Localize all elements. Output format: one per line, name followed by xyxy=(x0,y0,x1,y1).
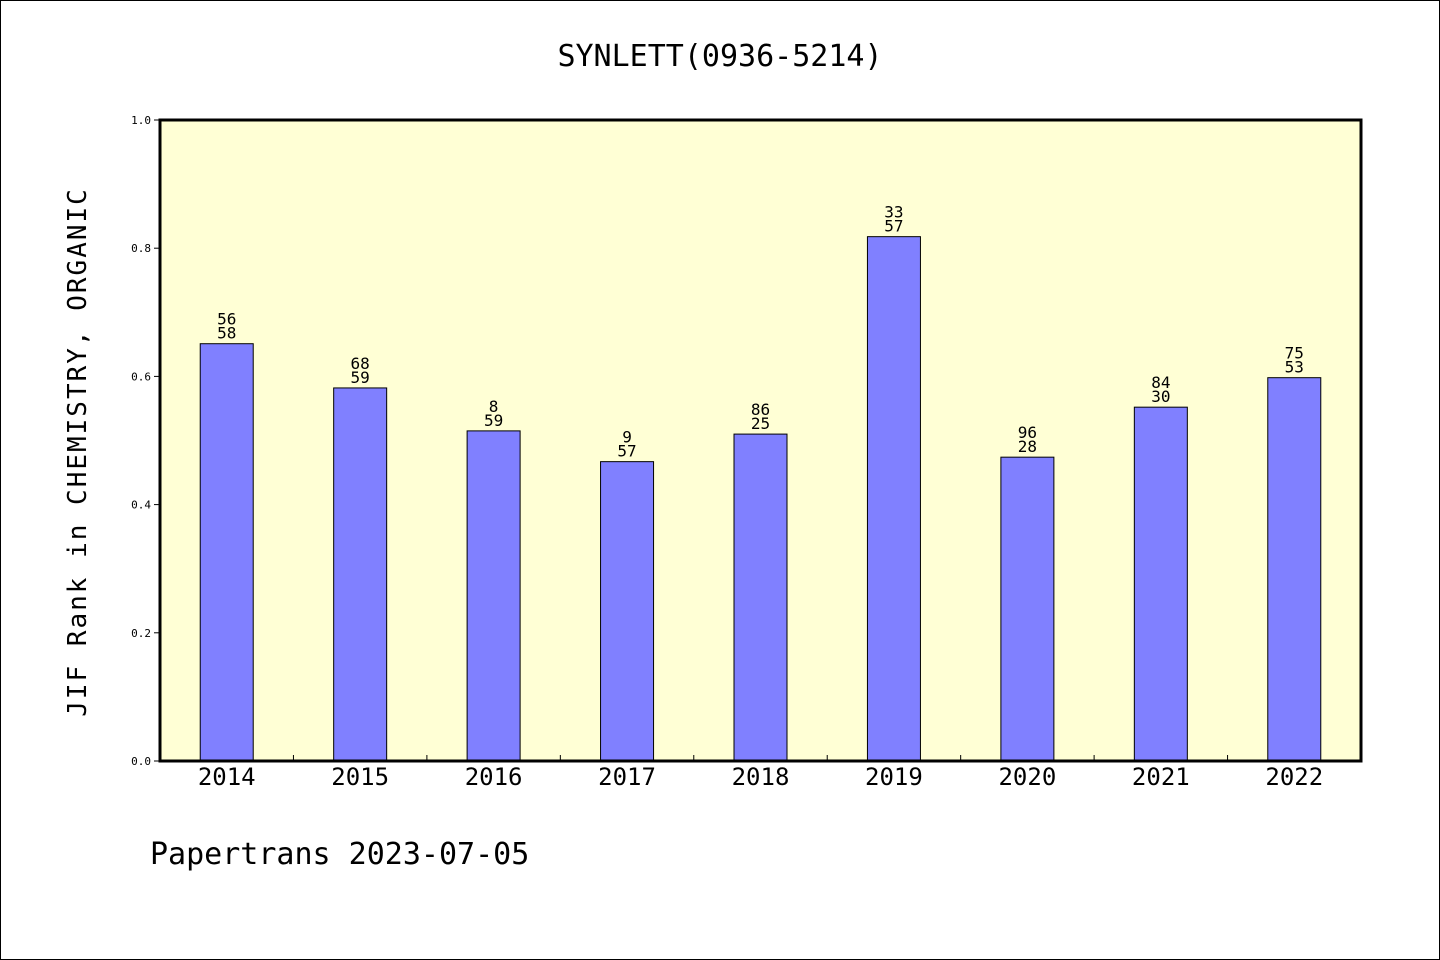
bars xyxy=(199,236,1322,762)
data-label-bottom: 25 xyxy=(751,414,770,433)
data-label-top: 9 xyxy=(622,428,632,447)
data-label-bottom: 59 xyxy=(484,411,503,430)
x-tick-label: 2017 xyxy=(598,763,656,791)
y-axis-label: JIF Rank in CHEMISTRY, ORGANIC xyxy=(63,187,93,717)
y-tick-label: 0.4 xyxy=(131,499,151,512)
x-tick-label: 2022 xyxy=(1265,763,1323,791)
data-label-top: 33 xyxy=(884,203,903,222)
data-label-bottom: 57 xyxy=(617,442,636,461)
data-label-top: 56 xyxy=(217,310,236,329)
bar-2021 xyxy=(1133,406,1188,762)
x-tick-label: 2020 xyxy=(998,763,1056,791)
y-tick-label: 0.8 xyxy=(131,242,151,255)
data-label-bottom: 59 xyxy=(351,368,370,387)
bar-2020 xyxy=(1000,456,1055,762)
bar-2018 xyxy=(733,433,788,762)
bar-2015 xyxy=(333,387,388,762)
data-label-bottom: 57 xyxy=(884,217,903,236)
data-label-top: 68 xyxy=(351,354,370,373)
bar-2016 xyxy=(466,430,521,762)
chart-title: SYNLETT(0936-5214) xyxy=(557,39,882,74)
x-tick-label: 2016 xyxy=(465,763,523,791)
bar-2014 xyxy=(199,343,254,762)
footer-text: Papertrans 2023-07-05 xyxy=(150,837,529,872)
y-tick-label: 0.6 xyxy=(131,370,151,383)
y-tick-label: 1.0 xyxy=(131,114,151,127)
x-tick-label: 2019 xyxy=(865,763,923,791)
plot-border xyxy=(158,118,1363,763)
data-label-bottom: 28 xyxy=(1018,437,1037,456)
data-label-top: 96 xyxy=(1018,423,1037,442)
x-tick-label: 2021 xyxy=(1132,763,1190,791)
y-tick-label: 0.2 xyxy=(131,627,151,640)
data-label-top: 86 xyxy=(751,400,770,419)
x-tick-label: 2014 xyxy=(198,763,256,791)
data-label-bottom: 58 xyxy=(217,324,236,343)
bar-2022 xyxy=(1267,377,1322,762)
data-label-top: 84 xyxy=(1151,373,1170,392)
data-label-top: 75 xyxy=(1285,344,1304,363)
x-tick-label: 2015 xyxy=(331,763,389,791)
x-ticks: 2014 2015 2016 2017 2018 2019 2020 2021 2022 xyxy=(198,755,1323,791)
data-label-top: 8 xyxy=(489,397,499,416)
x-tick-label: 2018 xyxy=(732,763,790,791)
y-ticks: 0.0 0.2 0.4 0.6 0.8 1.0 xyxy=(131,114,160,768)
bar-2017 xyxy=(600,461,655,762)
y-tick-label: 0.0 xyxy=(131,755,151,768)
data-label-bottom: 30 xyxy=(1151,387,1170,406)
bar-2019 xyxy=(866,236,921,762)
data-label-bottom: 53 xyxy=(1285,358,1304,377)
